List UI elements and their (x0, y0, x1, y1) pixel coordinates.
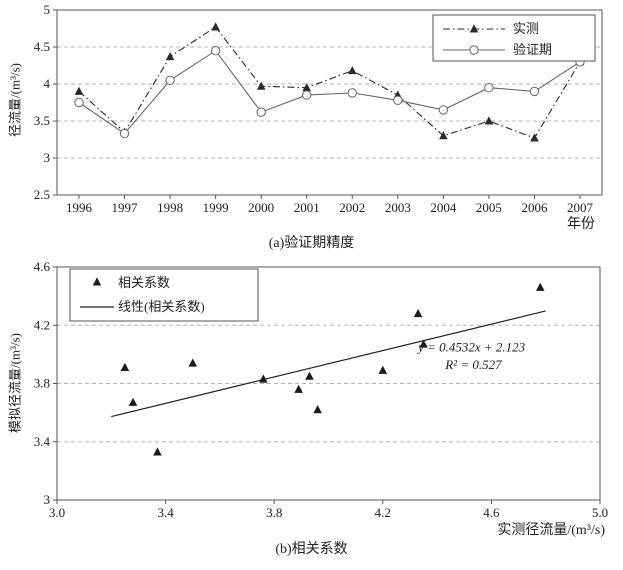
svg-text:2001: 2001 (294, 200, 320, 215)
chart-a-ylabel: 径流量/(m³/s) (7, 63, 23, 137)
svg-text:3.8: 3.8 (34, 376, 50, 391)
chart-a-xlabel: 年份 (567, 217, 595, 232)
svg-text:1998: 1998 (157, 200, 183, 215)
svg-text:1997: 1997 (112, 200, 139, 215)
svg-text:y = 0.4532x + 2.123: y = 0.4532x + 2.123 (416, 339, 526, 354)
svg-text:2000: 2000 (248, 200, 274, 215)
svg-text:3.4: 3.4 (157, 505, 174, 520)
svg-text:2.5: 2.5 (34, 187, 50, 202)
svg-text:4.6: 4.6 (34, 259, 51, 274)
chart-b-xlabel: 实测径流量/(m³/s) (497, 523, 605, 538)
svg-text:4: 4 (44, 76, 51, 91)
svg-text:2003: 2003 (385, 200, 411, 215)
chart-a-validation: 5 4.5 4 3.5 3 2.5 1996 1997 1998 1999 2000 2001 2002… (0, 0, 623, 253)
svg-text:3.5: 3.5 (34, 113, 50, 128)
svg-text:4.5: 4.5 (34, 39, 50, 54)
svg-text:4.2: 4.2 (34, 317, 50, 332)
chart-b-correlation: 4.6 4.2 3.8 3.4 3 3.0 3.4 3.8 4.2 4.6 5.0 y = 0.453… (0, 253, 623, 559)
svg-text:2007: 2007 (567, 200, 594, 215)
svg-text:1999: 1999 (203, 200, 229, 215)
svg-text:2002: 2002 (339, 200, 365, 215)
svg-text:3: 3 (44, 492, 51, 507)
svg-text:5: 5 (44, 2, 51, 17)
svg-text:4.2: 4.2 (375, 505, 391, 520)
svg-text:相关系数: 相关系数 (118, 275, 170, 290)
svg-text:3.4: 3.4 (34, 434, 51, 449)
svg-text:3.0: 3.0 (49, 505, 65, 520)
svg-text:4.6: 4.6 (483, 505, 500, 520)
chart-a-plot: 5 4.5 4 3.5 3 2.5 1996 1997 1998 1999 2000 2001 2002… (34, 2, 603, 215)
svg-text:2005: 2005 (476, 200, 502, 215)
svg-text:线性(相关系数): 线性(相关系数) (118, 299, 205, 314)
svg-text:3.8: 3.8 (266, 505, 282, 520)
svg-text:1996: 1996 (66, 200, 93, 215)
chart-a-caption: (a)验证期精度 (268, 236, 355, 251)
svg-text:3: 3 (44, 150, 51, 165)
svg-text:验证期: 验证期 (513, 42, 552, 57)
svg-text:2004: 2004 (430, 200, 457, 215)
svg-text:R² = 0.527: R² = 0.527 (444, 357, 502, 372)
svg-text:实测: 实测 (513, 21, 539, 36)
svg-text:2006: 2006 (521, 200, 548, 215)
chart-b-plot: 4.6 4.2 3.8 3.4 33.0 3.4 3.8 4.2 4.6 5.0 y = 0.453… (34, 259, 608, 520)
svg-text:5.0: 5.0 (592, 505, 608, 520)
chart-b-caption: (b)相关系数 (275, 542, 348, 557)
chart-b-ylabel: 模拟径流量/(m³/s) (7, 333, 23, 433)
